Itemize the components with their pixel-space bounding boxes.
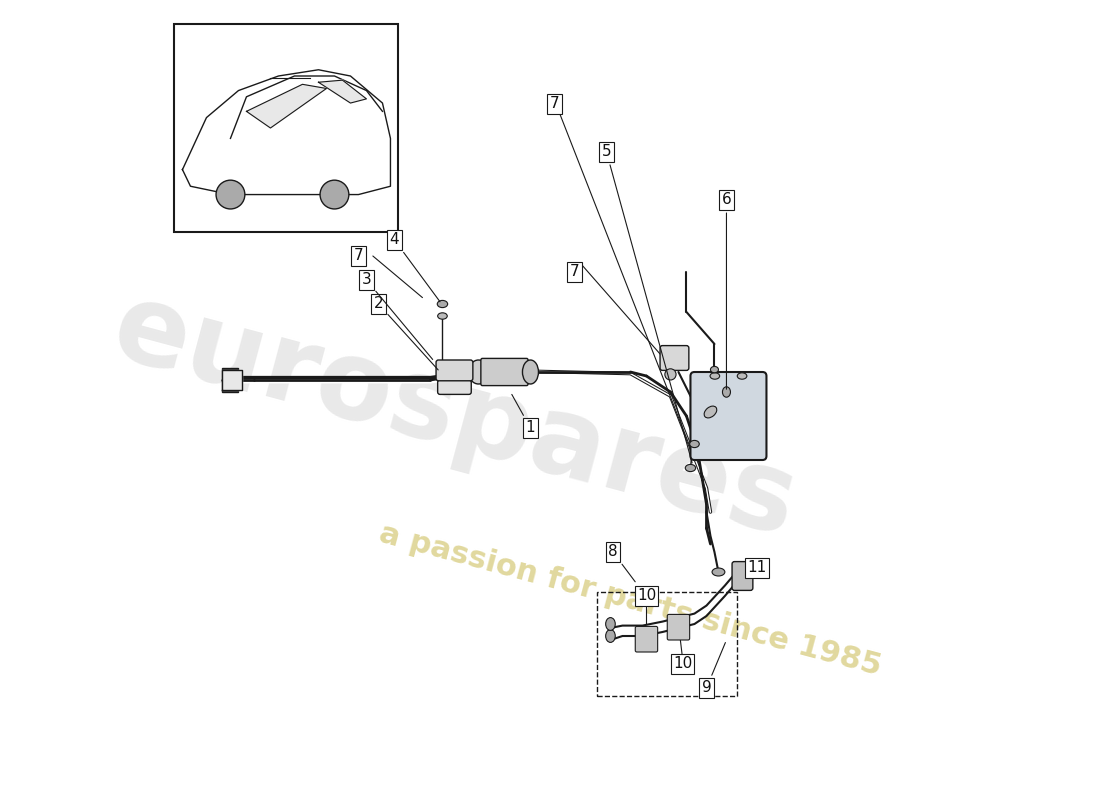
Polygon shape — [222, 368, 239, 392]
Text: 11: 11 — [747, 561, 767, 576]
Text: a passion for parts since 1985: a passion for parts since 1985 — [376, 519, 884, 681]
Text: 6: 6 — [722, 193, 732, 390]
Polygon shape — [183, 70, 390, 194]
Text: 2: 2 — [374, 297, 438, 370]
FancyBboxPatch shape — [733, 562, 752, 590]
Ellipse shape — [704, 406, 717, 418]
Text: 5: 5 — [602, 145, 692, 463]
Ellipse shape — [690, 440, 700, 448]
FancyBboxPatch shape — [660, 346, 689, 370]
Ellipse shape — [438, 313, 448, 319]
FancyBboxPatch shape — [438, 380, 471, 394]
Ellipse shape — [664, 369, 676, 380]
Ellipse shape — [469, 360, 488, 384]
Text: 8: 8 — [608, 545, 635, 582]
FancyBboxPatch shape — [481, 358, 528, 386]
FancyBboxPatch shape — [436, 360, 473, 381]
FancyBboxPatch shape — [691, 372, 767, 460]
Polygon shape — [319, 80, 366, 103]
Circle shape — [320, 180, 349, 209]
Ellipse shape — [712, 568, 725, 576]
Text: 3: 3 — [362, 273, 432, 359]
Ellipse shape — [606, 618, 615, 630]
Text: 7: 7 — [550, 97, 559, 111]
Circle shape — [216, 180, 245, 209]
Polygon shape — [222, 370, 242, 390]
Bar — [175, 24, 398, 232]
Ellipse shape — [685, 464, 695, 472]
Text: 7: 7 — [570, 265, 580, 279]
Bar — [597, 592, 737, 696]
Ellipse shape — [711, 373, 719, 379]
Text: 4: 4 — [389, 233, 440, 302]
Text: 1: 1 — [512, 394, 536, 435]
Polygon shape — [246, 84, 327, 128]
Text: 7: 7 — [353, 249, 363, 263]
FancyBboxPatch shape — [668, 614, 690, 640]
Text: 10: 10 — [673, 657, 692, 671]
Ellipse shape — [737, 373, 747, 379]
FancyBboxPatch shape — [636, 626, 658, 652]
Text: 9: 9 — [702, 642, 725, 695]
Ellipse shape — [711, 366, 718, 373]
Ellipse shape — [723, 387, 730, 397]
Text: eurospares: eurospares — [101, 274, 807, 558]
Text: 10: 10 — [637, 589, 656, 603]
Ellipse shape — [438, 300, 448, 308]
Ellipse shape — [522, 360, 539, 384]
Ellipse shape — [606, 630, 615, 642]
